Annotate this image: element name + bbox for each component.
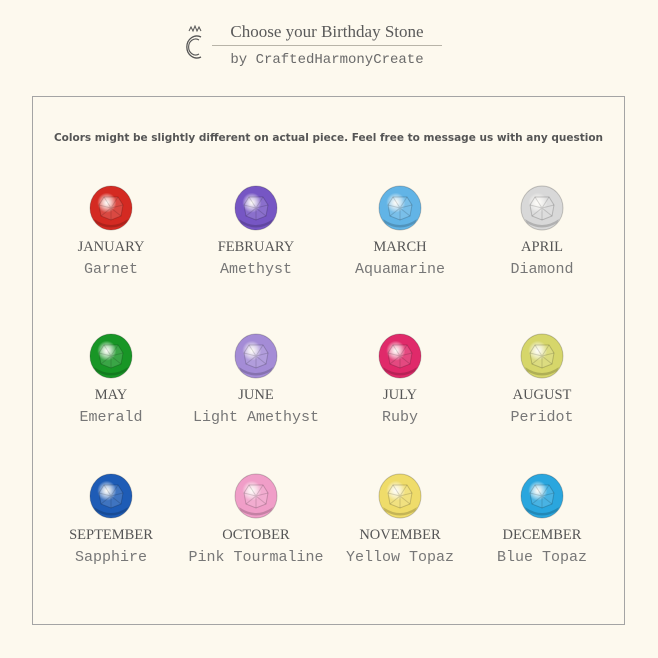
gemstone-icon — [520, 333, 564, 379]
title-divider — [212, 45, 442, 46]
stone-month: JUNE — [238, 387, 274, 403]
gemstone-icon — [89, 333, 133, 379]
stone-name: Emerald — [79, 409, 143, 426]
gemstone-icon — [89, 473, 133, 519]
stone-name: Light Amethyst — [192, 409, 320, 426]
stone-month: JULY — [383, 387, 417, 403]
stone-name: Ruby — [381, 409, 418, 426]
stone-month: MARCH — [373, 239, 427, 255]
stone-item: FEBRUARY Amethyst — [176, 185, 336, 279]
stone-month: MAY — [94, 387, 128, 403]
gemstone-icon — [89, 185, 133, 231]
gemstone-icon — [378, 185, 422, 231]
stone-month: NOVEMBER — [359, 527, 441, 543]
stone-item: DECEMBER Blue Topaz — [462, 473, 622, 567]
stone-name: Diamond — [510, 261, 574, 278]
stone-item: JUNE Light Amethyst — [176, 333, 336, 427]
stone-item: MARCH Aquamarine — [320, 185, 480, 279]
stone-month: AUGUST — [512, 387, 572, 403]
gemstone-icon — [378, 333, 422, 379]
gemstone-icon — [234, 185, 278, 231]
color-disclaimer: Colors might be slightly different on ac… — [53, 132, 604, 144]
gemstone-icon — [520, 185, 564, 231]
gemstone-icon — [234, 473, 278, 519]
gemstone-icon — [520, 473, 564, 519]
stone-item: APRIL Diamond — [462, 185, 622, 279]
stone-name: Aquamarine — [354, 261, 445, 278]
stone-name: Amethyst — [219, 261, 292, 278]
gemstone-icon — [378, 473, 422, 519]
stone-month: JANUARY — [77, 239, 145, 255]
stone-month: SEPTEMBER — [69, 527, 153, 543]
stone-name: Peridot — [510, 409, 574, 426]
stone-name: Garnet — [83, 261, 138, 278]
page-title: Choose your Birthday Stone — [230, 22, 424, 41]
stone-month: OCTOBER — [222, 527, 290, 543]
stone-month: APRIL — [521, 239, 563, 255]
crowned-c-logo-icon — [186, 25, 202, 59]
stone-item: JULY Ruby — [320, 333, 480, 427]
stone-item: MAY Emerald — [31, 333, 191, 427]
stone-item: NOVEMBER Yellow Topaz — [320, 473, 480, 567]
stone-name: Yellow Topaz — [345, 549, 455, 566]
stone-item: OCTOBER Pink Tourmaline — [176, 473, 336, 567]
stone-month: DECEMBER — [502, 527, 582, 543]
byline: by CraftedHarmonyCreate — [230, 52, 424, 68]
stone-item: AUGUST Peridot — [462, 333, 622, 427]
stone-name: Sapphire — [74, 549, 147, 566]
stone-chart-frame — [32, 96, 625, 625]
stone-item: JANUARY Garnet — [31, 185, 191, 279]
stone-name: Blue Topaz — [496, 549, 587, 566]
gemstone-icon — [234, 333, 278, 379]
stone-month: FEBRUARY — [217, 239, 295, 255]
stone-name: Pink Tourmaline — [188, 549, 324, 566]
stone-item: SEPTEMBER Sapphire — [31, 473, 191, 567]
